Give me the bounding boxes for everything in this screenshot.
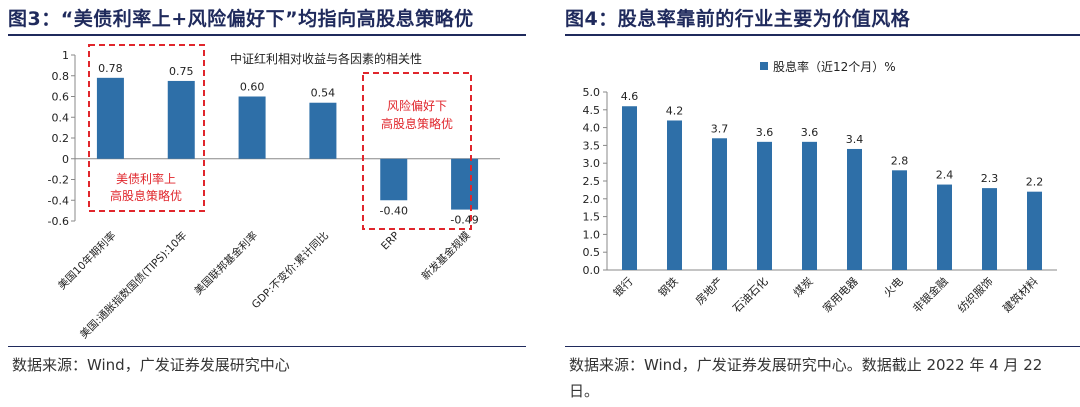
y-tick-label: 2.5	[583, 175, 601, 188]
data-label: 3.6	[801, 126, 819, 139]
data-label: 2.8	[891, 154, 909, 167]
legend-label: 股息率（近12个月）%	[773, 59, 896, 74]
bar	[622, 106, 637, 271]
category-label: 美国联邦基金利率	[192, 229, 261, 298]
category-label: GDP:不变价:累计同比	[249, 229, 331, 311]
category-label: 火电	[881, 275, 906, 300]
data-label: -0.40	[380, 204, 408, 217]
data-label: 0.60	[240, 81, 265, 94]
y-tick-label: 3.5	[583, 139, 601, 152]
bar	[1027, 191, 1042, 270]
bar	[757, 141, 772, 270]
correlation-bar-chart: 中证红利相对收益与各因素的相关性 -0.6 -0.4 -0.2 0 0.2 0.4 0.6 0.…	[48, 44, 500, 341]
y-tick-label: 0.4	[52, 111, 70, 124]
bar	[238, 96, 266, 159]
y-tick-label: 2.0	[583, 193, 601, 206]
bar	[451, 158, 479, 210]
y-tick-label: 0.8	[52, 70, 70, 83]
bar	[380, 158, 408, 201]
y-tick-label: -0.2	[48, 174, 69, 187]
bar	[667, 120, 682, 270]
y-tick-label: 0.6	[52, 91, 70, 104]
category-label: 银行	[610, 274, 635, 299]
bar	[982, 188, 997, 270]
category-label: 美国10年期利率	[55, 229, 118, 292]
bar	[167, 80, 195, 159]
category-label: 非银金融	[910, 274, 951, 315]
chart-title: 中证红利相对收益与各因素的相关性	[230, 51, 422, 66]
bar	[309, 102, 337, 159]
data-label: -0.49	[450, 214, 478, 227]
y-tick-label: 0	[62, 153, 69, 166]
y-tick-label: 4.5	[583, 104, 601, 117]
right-source-rule	[565, 346, 1080, 347]
bar	[96, 77, 124, 159]
dividend-yield-bar-chart: 股息率（近12个月）% 0.0 0.5 1.0 1.5 2.0 2.5 3.0 3.5 4.0 4.…	[583, 59, 1057, 315]
y-tick-label: 0.2	[52, 132, 70, 145]
left-source-rule	[8, 346, 526, 347]
bar	[802, 141, 817, 270]
right-figure-panel: 图4：股息率靠前的行业主要为价值风格 股息率（近12个月）% 0.0 0.5 1.0 1…	[557, 0, 1080, 407]
y-tick-label: 0.0	[583, 264, 601, 277]
y-tick-label: 4.0	[583, 122, 601, 135]
data-label: 0.78	[98, 62, 123, 75]
left-title-rule	[8, 34, 526, 36]
callout-text-strategy: 高股息策略优	[381, 116, 453, 131]
callout-text-risk-down: 风险偏好下	[387, 98, 447, 113]
y-tick-label: 1.5	[583, 211, 601, 224]
left-figure-panel: 图3：“美债利率上+风险偏好下”均指向高股息策略优 中证红利相对收益与各因素的相…	[0, 0, 526, 407]
right-figure-title: 图4：股息率靠前的行业主要为价值风格	[565, 8, 911, 30]
y-tick-label: 0.5	[583, 246, 601, 259]
data-label: 0.54	[311, 87, 336, 100]
y-tick-label: 5.0	[583, 86, 601, 99]
right-source-note: 数据来源：Wind，广发证券发展研究中心。数据截止 2022 年 4 月 22 …	[569, 356, 1043, 400]
category-label: 新发基金规模	[419, 229, 473, 283]
data-label: 0.75	[169, 65, 194, 78]
bar	[712, 138, 727, 270]
data-label: 2.3	[981, 172, 999, 185]
data-label: 2.2	[1026, 176, 1044, 189]
category-label: 石油石化	[730, 274, 771, 315]
right-title-rule	[565, 34, 1080, 36]
left-figure-title: 图3：“美债利率上+风险偏好下”均指向高股息策略优	[8, 8, 474, 30]
data-label: 3.4	[846, 133, 864, 146]
left-source-note: 数据来源：Wind，广发证券发展研究中心	[12, 356, 290, 374]
y-tick-label: -0.6	[48, 215, 69, 228]
bar	[937, 184, 952, 270]
data-label: 4.2	[666, 104, 684, 117]
y-tick-label: 1.0	[583, 228, 601, 241]
bar	[892, 170, 907, 270]
callout-text-rates-up: 美债利率上	[116, 171, 176, 186]
data-label: 4.6	[621, 90, 639, 103]
category-label: 家用电器	[820, 274, 861, 315]
category-label: 钢铁	[656, 275, 681, 300]
category-label: 房地产	[692, 274, 725, 307]
data-label: 3.6	[756, 126, 774, 139]
callout-box-risk-down	[362, 72, 472, 230]
category-label: 建筑材料	[1000, 274, 1041, 315]
data-label: 3.7	[711, 122, 729, 135]
category-label: 煤炭	[791, 275, 816, 300]
legend-swatch	[760, 62, 768, 70]
data-label: 2.4	[936, 169, 954, 182]
y-tick-label: 1	[62, 49, 69, 62]
category-label: 纺织服饰	[955, 274, 996, 315]
y-tick-label: -0.4	[48, 194, 69, 207]
category-label: ERP	[379, 230, 402, 253]
callout-text-strategy: 高股息策略优	[110, 188, 182, 203]
bar	[847, 148, 862, 270]
y-tick-label: 3.0	[583, 157, 601, 170]
